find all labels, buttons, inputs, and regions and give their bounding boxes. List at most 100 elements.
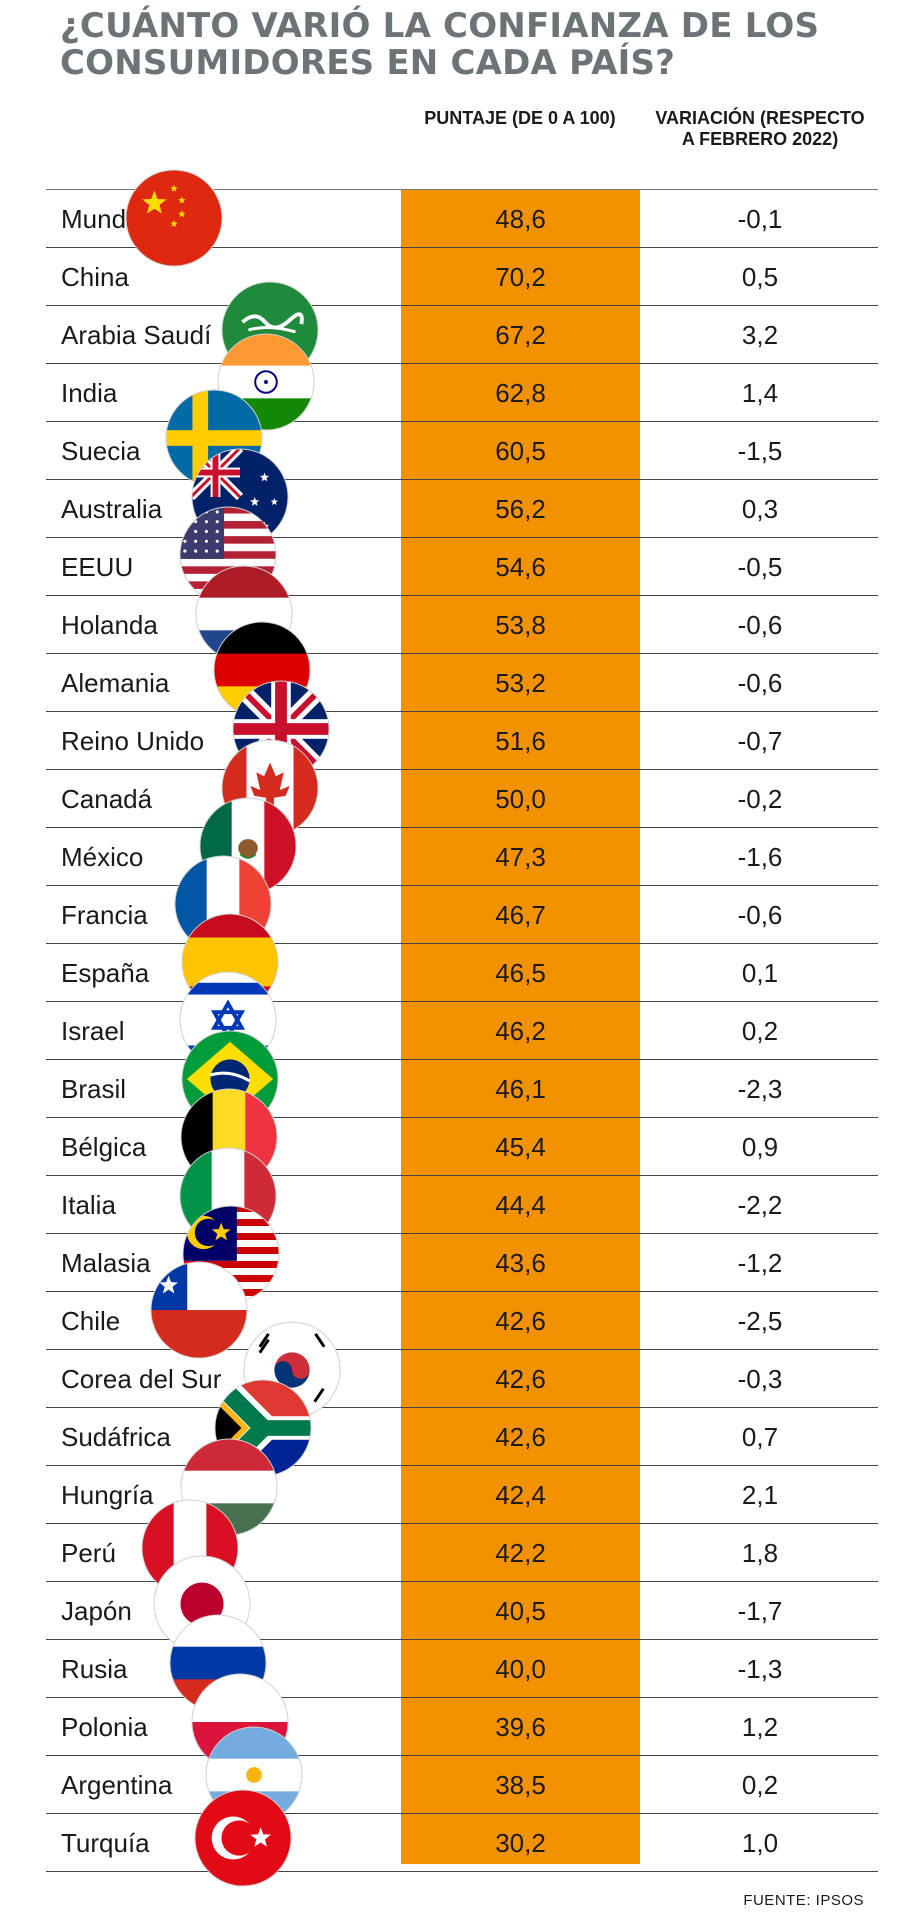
table-row: EEUU 54,6 -0,5 (46, 538, 878, 596)
variation-value: -2,2 (737, 1190, 783, 1220)
row-divider (46, 1813, 878, 1814)
table-row: Canadá 50,0 -0,2 (46, 770, 878, 828)
country-name: Reino Unido (61, 726, 205, 756)
country-name: Polonia (61, 1712, 148, 1742)
score-value: 42,2 (495, 1538, 546, 1568)
row-divider (46, 1755, 878, 1756)
variation-value: -1,7 (737, 1596, 783, 1626)
score-value: 46,7 (495, 900, 546, 930)
table-row: Israel 46,2 0,2 (46, 1002, 878, 1060)
row-divider (46, 1349, 878, 1350)
variation-column-header: VARIACIÓN (RESPECTO A FEBRERO 2022) (655, 108, 865, 149)
score-value: 47,3 (495, 842, 546, 872)
row-divider (46, 943, 878, 944)
variation-value: 0,7 (741, 1422, 779, 1452)
variation-value: 0,2 (741, 1016, 779, 1046)
table-row: Turquía 30,2 1,0 (46, 1814, 878, 1872)
score-value: 56,2 (495, 494, 546, 524)
variation-value: -0,5 (737, 552, 783, 582)
row-divider (46, 595, 878, 596)
table-row: Bélgica 45,4 0,9 (46, 1118, 878, 1176)
table-row: Malasia 43,6 -1,2 (46, 1234, 878, 1292)
variation-value: 0,9 (741, 1132, 779, 1162)
table-row: Alemania 53,2 -0,6 (46, 654, 878, 712)
country-name: Hungría (61, 1480, 154, 1510)
score-value: 40,0 (495, 1654, 546, 1684)
score-value: 43,6 (495, 1248, 546, 1278)
country-name: Arabia Saudí (61, 320, 212, 350)
score-value: 70,2 (495, 262, 546, 292)
china-flag-icon (125, 169, 223, 267)
country-name: Israel (61, 1016, 125, 1046)
score-value: 39,6 (495, 1712, 546, 1742)
table-row: Reino Unido 51,6 -0,7 (46, 712, 878, 770)
country-name: Italia (61, 1190, 116, 1220)
score-value: 42,6 (495, 1364, 546, 1394)
variation-value: -1,3 (737, 1654, 783, 1684)
row-divider (46, 1175, 878, 1176)
row-divider (46, 885, 878, 886)
row-divider (46, 1523, 878, 1524)
country-name: Chile (61, 1306, 121, 1336)
score-value: 51,6 (495, 726, 546, 756)
variation-value: -1,5 (737, 436, 783, 466)
table-row: Rusia 40,0 -1,3 (46, 1640, 878, 1698)
score-value: 62,8 (495, 378, 546, 408)
country-name: China (61, 262, 129, 292)
table-row: Brasil 46,1 -2,3 (46, 1060, 878, 1118)
score-value: 46,5 (495, 958, 546, 988)
score-value: 30,2 (495, 1828, 546, 1858)
country-name: España (61, 958, 150, 988)
table-row: Arabia Saudí 67,2 3,2 (46, 306, 878, 364)
score-value: 67,2 (495, 320, 546, 350)
variation-value: -1,6 (737, 842, 783, 872)
table-row: Japón 40,5 -1,7 (46, 1582, 878, 1640)
country-name: Australia (61, 494, 163, 524)
country-name: Brasil (61, 1074, 127, 1104)
row-divider (46, 421, 878, 422)
variation-value: 1,8 (741, 1538, 779, 1568)
score-value: 45,4 (495, 1132, 546, 1162)
argentina-flag-icon (205, 1726, 303, 1824)
country-name: Canadá (61, 784, 153, 814)
table-row: Corea del Sur 42,6 -0,3 (46, 1350, 878, 1408)
table-row: Chile 42,6 -2,5 (46, 1292, 878, 1350)
table-row: Hungría 42,4 2,1 (46, 1466, 878, 1524)
variation-value: 3,2 (741, 320, 779, 350)
row-divider (46, 1001, 878, 1002)
score-value: 40,5 (495, 1596, 546, 1626)
variation-value: -0,6 (737, 610, 783, 640)
variation-value: 0,1 (741, 958, 779, 988)
variation-value: -0,2 (737, 784, 783, 814)
country-name: Rusia (61, 1654, 128, 1684)
row-divider (46, 653, 878, 654)
row-divider (46, 1117, 878, 1118)
row-divider (46, 1291, 878, 1292)
table-row: Holanda 53,8 -0,6 (46, 596, 878, 654)
table-row: Suecia 60,5 -1,5 (46, 422, 878, 480)
variation-value: 1,4 (741, 378, 779, 408)
country-name: Bélgica (61, 1132, 147, 1162)
country-name: Argentina (61, 1770, 173, 1800)
score-value: 42,6 (495, 1422, 546, 1452)
variation-value: 0,2 (741, 1770, 779, 1800)
table-row: España 46,5 0,1 (46, 944, 878, 1002)
australia-flag-icon (191, 448, 289, 546)
variation-value: 1,0 (741, 1828, 779, 1858)
variation-value: -0,6 (737, 668, 783, 698)
score-value: 53,8 (495, 610, 546, 640)
score-value: 42,6 (495, 1306, 546, 1336)
variation-value: -0,7 (737, 726, 783, 756)
row-divider (46, 1233, 878, 1234)
score-value: 42,4 (495, 1480, 546, 1510)
table-row: Perú 42,2 1,8 (46, 1524, 878, 1582)
row-divider (46, 769, 878, 770)
table-row: India 62,8 1,4 (46, 364, 878, 422)
variation-value: -0,1 (737, 204, 783, 234)
variation-value: 0,5 (741, 262, 779, 292)
score-value: 50,0 (495, 784, 546, 814)
country-name: México (61, 842, 144, 872)
header-divider (46, 189, 878, 190)
score-value: 60,5 (495, 436, 546, 466)
score-column-header: PUNTAJE (DE 0 A 100) (424, 108, 616, 128)
